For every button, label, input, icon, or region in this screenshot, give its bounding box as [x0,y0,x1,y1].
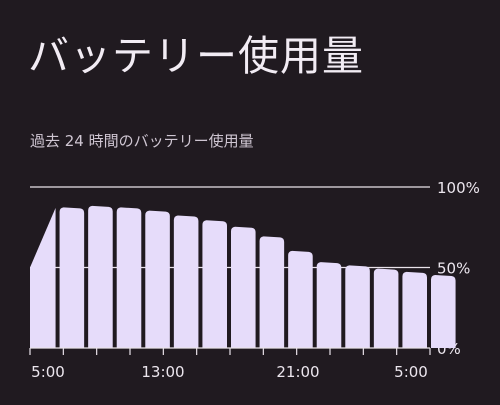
x-tick-label: 5:00 [394,363,428,381]
x-tick-label: 5:00 [31,363,65,381]
chart-bar [202,220,227,348]
chart-bar [316,262,342,348]
y-tick-label: 100% [437,179,480,197]
chart-bar [431,275,456,348]
chart-bar [231,226,256,348]
x-tick-label: 21:00 [276,363,319,381]
chart-bar [288,250,313,348]
chart-bar [173,215,199,348]
chart-bar [402,271,427,348]
chart-area-segment [30,207,56,348]
x-tick-label: 13:00 [141,363,184,381]
chart-bar [345,265,370,348]
chart-bar [259,236,285,348]
chart-bar [116,207,142,348]
chart-bar [88,205,113,348]
y-tick-label: 50% [437,260,470,278]
chart-subtitle: 過去 24 時間のバッテリー使用量 [30,132,254,150]
chart-bar [145,210,170,348]
page-title: バッテリー使用量 [28,32,364,80]
chart-bar [373,268,399,348]
chart-bar [59,207,85,348]
